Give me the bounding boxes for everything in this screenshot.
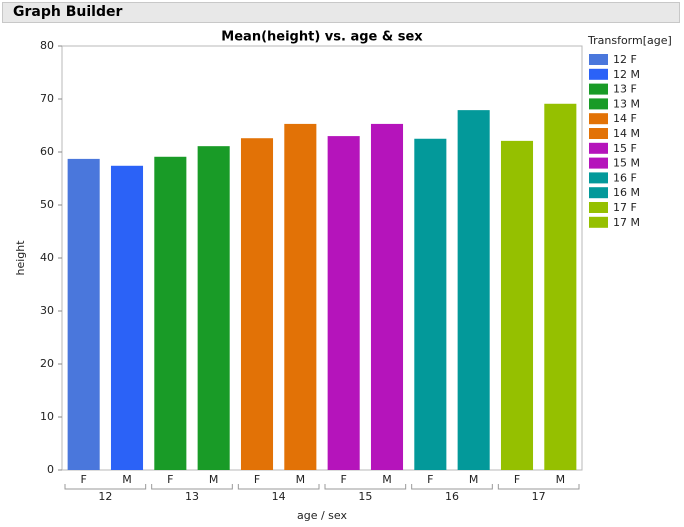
x-tick-label: M <box>469 473 479 486</box>
x-tick-label: F <box>514 473 520 486</box>
x-tick-label: F <box>167 473 173 486</box>
bar <box>370 123 404 470</box>
legend-swatch <box>589 83 608 95</box>
legend-label: 17 M <box>613 216 640 229</box>
bar <box>197 146 230 471</box>
legend-swatch <box>589 68 608 80</box>
x-axis-title: age / sex <box>297 509 347 522</box>
legend-swatch <box>589 216 608 228</box>
legend-label: 15 M <box>613 157 640 170</box>
group-bracket <box>237 484 320 490</box>
y-tick-label: 70 <box>40 92 54 105</box>
group-bracket <box>151 484 233 490</box>
x-tick-label: M <box>209 473 219 486</box>
x-tick-label: F <box>81 473 87 486</box>
legend-swatch <box>589 157 608 169</box>
bar <box>457 110 490 470</box>
group-label: 13 <box>185 490 199 503</box>
x-tick-label: M <box>296 473 306 486</box>
bar <box>154 156 187 470</box>
legend-swatch <box>589 172 608 184</box>
x-tick-label: F <box>427 473 433 486</box>
bar <box>67 158 100 470</box>
panel-header[interactable]: Graph Builder <box>2 2 680 23</box>
group-label: 15 <box>358 490 372 503</box>
group-label: 16 <box>445 490 459 503</box>
y-tick-label: 0 <box>47 463 54 476</box>
group-label: 17 <box>532 490 546 503</box>
legend-swatch <box>589 128 608 139</box>
bar <box>414 138 447 470</box>
y-tick-label: 50 <box>40 198 54 211</box>
legend-label: 16 M <box>613 186 640 199</box>
legend-label: 12 F <box>613 53 637 66</box>
legend-label: 14 F <box>613 112 637 125</box>
x-tick-label: M <box>122 473 132 486</box>
legend-label: 17 F <box>613 201 637 214</box>
bar <box>110 165 144 470</box>
legend-swatch <box>589 113 608 125</box>
group-bracket <box>497 484 580 490</box>
legend-swatch <box>589 142 608 154</box>
bar <box>284 123 317 470</box>
legend-label: 13 F <box>613 83 637 96</box>
legend-swatch <box>589 187 608 199</box>
group-bracket <box>64 484 147 490</box>
bar <box>327 136 360 470</box>
y-axis-title: height <box>14 240 27 276</box>
legend-label: 15 F <box>613 142 637 155</box>
x-tick-label: F <box>254 473 260 486</box>
y-tick-label: 40 <box>40 251 54 264</box>
chart-title: Mean(height) vs. age & sex <box>221 30 423 45</box>
y-tick-label: 80 <box>40 39 54 52</box>
legend-label: 16 F <box>613 171 637 184</box>
group-label: 12 <box>98 490 112 503</box>
bar <box>240 138 274 470</box>
legend-label: 12 M <box>613 68 640 81</box>
x-tick-label: F <box>341 473 347 486</box>
legend-label: 13 M <box>613 97 640 110</box>
group-label: 14 <box>272 490 286 503</box>
y-tick-label: 30 <box>40 304 54 317</box>
group-bracket <box>411 484 493 490</box>
y-tick-label: 20 <box>40 357 54 370</box>
legend-title: Transform[age] <box>587 34 672 47</box>
group-bracket <box>324 484 407 490</box>
y-tick-label: 10 <box>40 410 54 423</box>
legend-swatch <box>589 54 608 65</box>
legend-swatch <box>589 98 608 110</box>
bar <box>544 103 577 471</box>
legend-label: 14 M <box>613 127 640 140</box>
x-tick-label: M <box>382 473 392 486</box>
x-tick-label: M <box>556 473 566 486</box>
legend-swatch <box>589 202 608 213</box>
y-tick-label: 60 <box>40 145 54 158</box>
bar <box>500 140 534 470</box>
